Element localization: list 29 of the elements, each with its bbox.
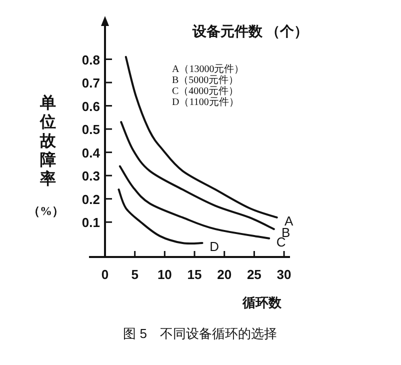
x-tick-label: 20 — [217, 267, 232, 282]
x-tick-label: 10 — [157, 267, 172, 282]
y-tick-label: 0.7 — [82, 76, 100, 91]
y-tick-label: 0.4 — [82, 145, 101, 160]
y-tick-label: 0.5 — [82, 122, 100, 138]
annotation: D（1100元件） — [172, 97, 239, 108]
x-tick-label: 25 — [246, 267, 262, 282]
y-tick-label: 0.6 — [82, 98, 100, 114]
line-series — [118, 165, 270, 240]
series-label: A — [284, 213, 294, 228]
x-axis-title: 循环数 — [242, 295, 282, 310]
series-label: D — [210, 239, 219, 254]
line-series — [120, 121, 275, 230]
line-series — [124, 56, 278, 218]
annotation: C（4000元件） — [172, 86, 239, 97]
annotation: B（5000元件） — [172, 75, 239, 86]
x-tick-label: 15 — [187, 267, 202, 282]
y-tick-label: 0.8 — [82, 52, 100, 68]
chart-title: 设备元件数 （个） — [191, 24, 308, 40]
y-tick-label: 0.1 — [82, 215, 100, 230]
x-tick-label: 5 — [131, 267, 138, 282]
y-tick-label: 0.2 — [82, 192, 100, 207]
y-tick-label: 0.3 — [82, 168, 100, 184]
caption: 图 5 不同设备循环的选择 — [123, 326, 277, 341]
x-tick-label: 0 — [101, 267, 109, 282]
annotation: A（13000元件） — [172, 64, 244, 75]
x-tick-label: 30 — [276, 267, 292, 282]
line-series — [118, 188, 204, 245]
y-axis-title: 单位故障率（%） — [28, 94, 64, 218]
